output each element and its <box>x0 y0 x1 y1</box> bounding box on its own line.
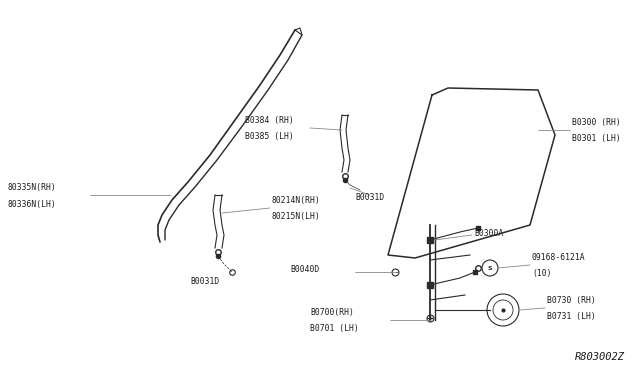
Text: R803002Z: R803002Z <box>575 352 625 362</box>
Text: B0300 (RH): B0300 (RH) <box>572 118 621 127</box>
Text: B0730 (RH): B0730 (RH) <box>547 296 596 305</box>
Text: (10): (10) <box>532 269 552 278</box>
Text: B0385 (LH): B0385 (LH) <box>245 132 294 141</box>
Text: 80335N(RH): 80335N(RH) <box>8 183 57 192</box>
Text: B0031D: B0031D <box>190 278 220 286</box>
Text: B0031D: B0031D <box>355 193 384 202</box>
Text: B0040D: B0040D <box>290 264 319 273</box>
Text: S: S <box>488 266 492 270</box>
Text: B0300A: B0300A <box>474 230 503 238</box>
Text: 80336N(LH): 80336N(LH) <box>8 200 57 209</box>
Text: 80215N(LH): 80215N(LH) <box>272 212 321 221</box>
Text: B0301 (LH): B0301 (LH) <box>572 134 621 143</box>
Text: B0700(RH): B0700(RH) <box>310 308 354 317</box>
Text: 80214N(RH): 80214N(RH) <box>272 196 321 205</box>
Text: B0384 (RH): B0384 (RH) <box>245 116 294 125</box>
Text: 09168-6121A: 09168-6121A <box>532 253 586 262</box>
Text: B0731 (LH): B0731 (LH) <box>547 312 596 321</box>
Text: B0701 (LH): B0701 (LH) <box>310 324 359 333</box>
